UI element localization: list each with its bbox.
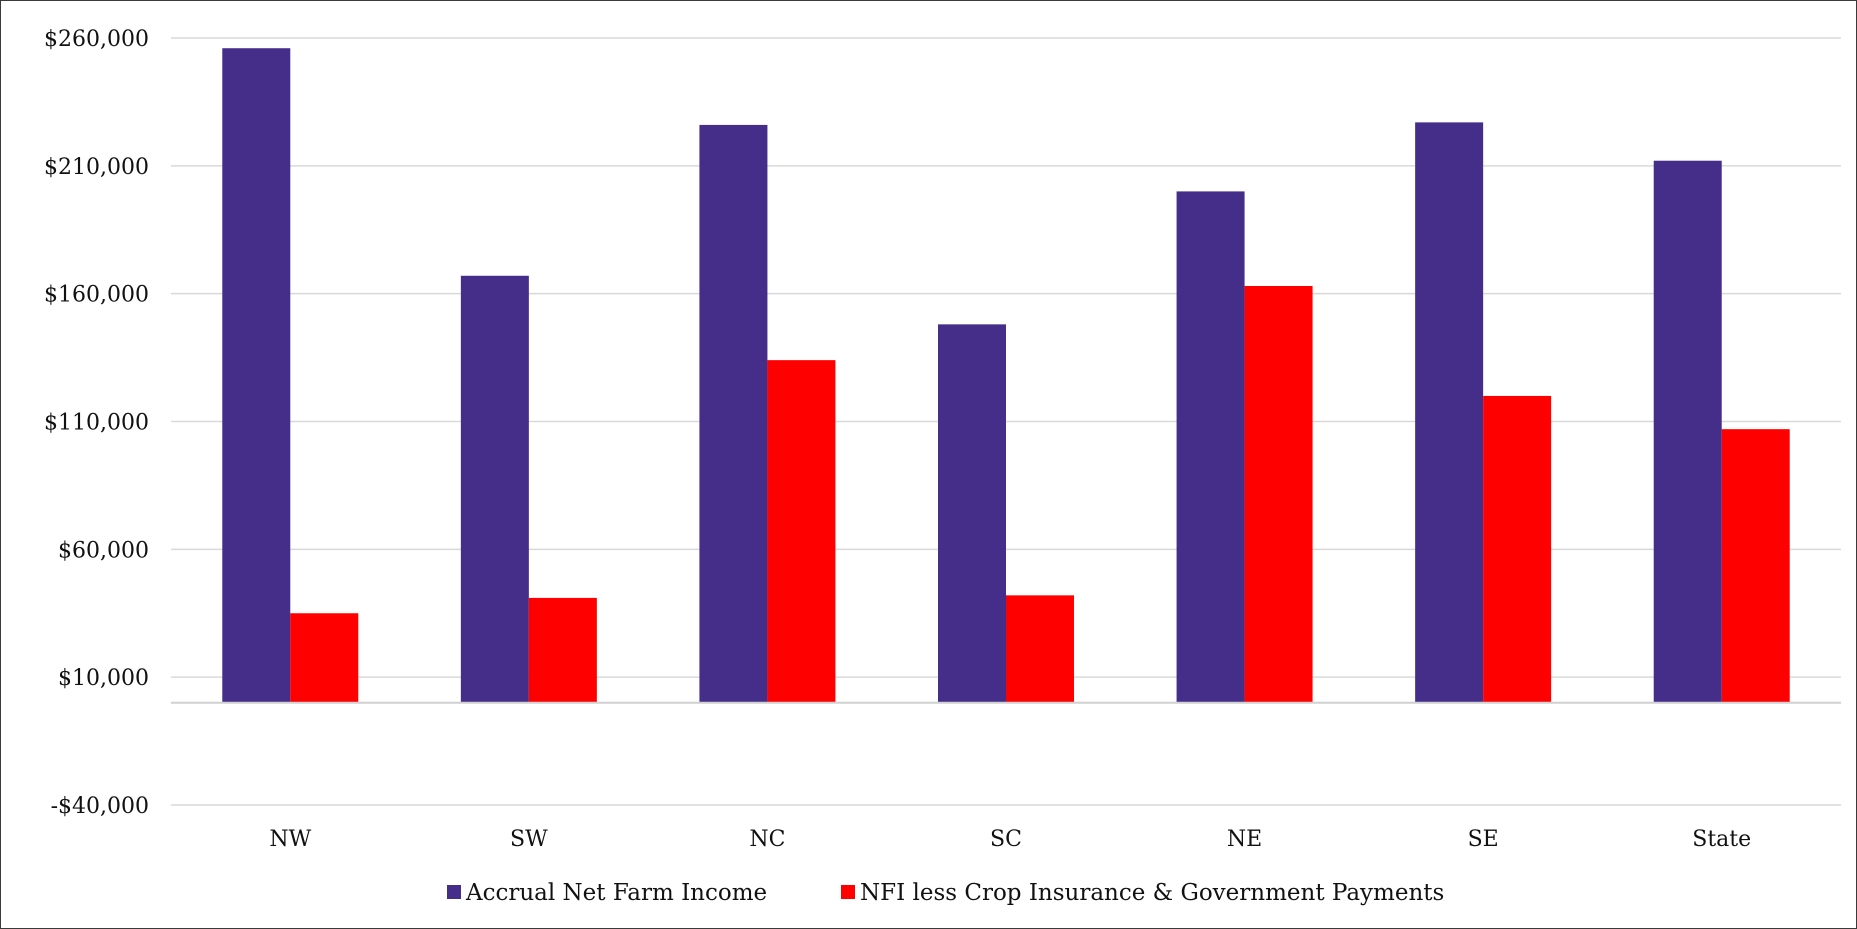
bar-nfi-less-payments-se bbox=[1483, 395, 1552, 703]
x-axis-category-labels: NW SW NC SC NE SE State bbox=[269, 827, 1751, 852]
x-category-label: State bbox=[1692, 827, 1751, 852]
legend-label: NFI less Crop Insurance & Government Pay… bbox=[860, 880, 1444, 906]
y-tick-label: $10,000 bbox=[58, 666, 149, 691]
y-tick-label: $260,000 bbox=[44, 27, 149, 52]
legend-swatch bbox=[841, 885, 855, 899]
bar-accrual-nfi-sw bbox=[460, 275, 529, 703]
bar-accrual-nfi-state bbox=[1653, 160, 1722, 703]
bar-nfi-less-payments-state bbox=[1721, 429, 1790, 703]
y-axis-tick-labels: -$40,000 $10,000 $60,000 $110,000 $160,000 $2… bbox=[44, 27, 149, 819]
bar-nfi-less-payments-nw bbox=[290, 613, 359, 703]
legend-label: Accrual Net Farm Income bbox=[465, 880, 767, 906]
x-category-label: SW bbox=[510, 827, 548, 852]
legend: Accrual Net Farm Income NFI less Crop Ins… bbox=[447, 880, 1444, 906]
bar-nfi-less-payments-ne bbox=[1244, 285, 1313, 703]
bar-nfi-less-payments-nc bbox=[767, 360, 836, 703]
x-category-label: SC bbox=[990, 827, 1022, 852]
y-tick-label: $60,000 bbox=[58, 538, 149, 563]
bar-nfi-less-payments-sw bbox=[528, 597, 597, 703]
bar-nfi-less-payments-sc bbox=[1006, 595, 1074, 703]
x-category-label: NC bbox=[749, 827, 785, 852]
bar-accrual-nfi-nc bbox=[699, 124, 768, 703]
bar-accrual-nfi-nw bbox=[222, 48, 291, 703]
x-category-label: NE bbox=[1227, 827, 1262, 852]
y-tick-label: $110,000 bbox=[44, 411, 149, 436]
x-category-label: NW bbox=[269, 827, 311, 852]
bar-accrual-nfi-se bbox=[1415, 122, 1484, 703]
x-category-label: SE bbox=[1468, 827, 1499, 852]
y-tick-label: -$40,000 bbox=[51, 794, 149, 819]
bars bbox=[222, 48, 1790, 703]
bar-accrual-nfi-sc bbox=[938, 324, 1006, 703]
y-tick-label: $210,000 bbox=[44, 155, 149, 180]
legend-swatch bbox=[447, 885, 461, 899]
y-tick-label: $160,000 bbox=[44, 283, 149, 308]
bar-accrual-nfi-ne bbox=[1176, 191, 1245, 703]
